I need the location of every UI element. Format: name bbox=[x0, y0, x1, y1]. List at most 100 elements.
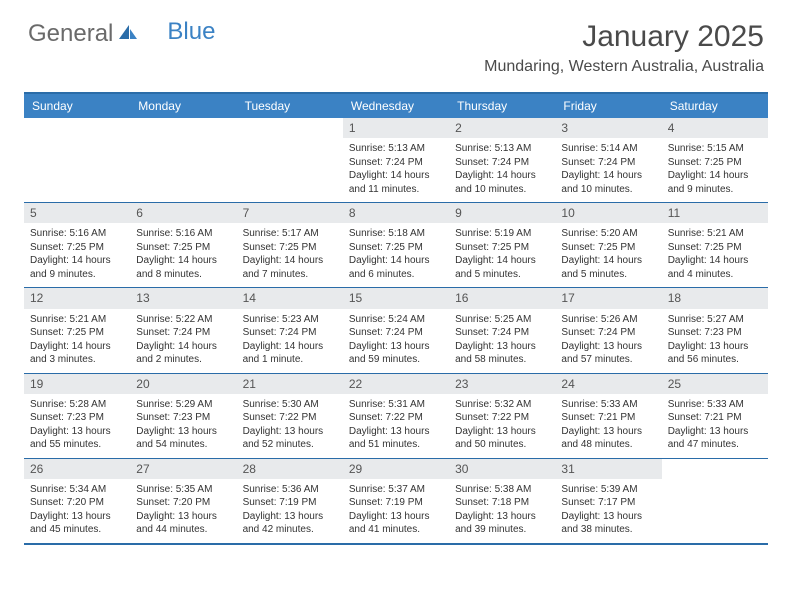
day-number: 29 bbox=[343, 459, 449, 479]
daylight-text: Daylight: 14 hours bbox=[136, 254, 230, 268]
daylight-text: Daylight: 13 hours bbox=[349, 510, 443, 524]
day-cell: 14Sunrise: 5:23 AMSunset: 7:24 PMDayligh… bbox=[237, 288, 343, 372]
day-content: Sunrise: 5:38 AMSunset: 7:18 PMDaylight:… bbox=[449, 481, 555, 543]
sunrise-text: Sunrise: 5:29 AM bbox=[136, 398, 230, 412]
day-label-wed: Wednesday bbox=[343, 94, 449, 118]
day-number: 12 bbox=[24, 288, 130, 308]
day-content: Sunrise: 5:22 AMSunset: 7:24 PMDaylight:… bbox=[130, 311, 236, 373]
daylight-text: Daylight: 14 hours bbox=[243, 254, 337, 268]
day-cell: 11Sunrise: 5:21 AMSunset: 7:25 PMDayligh… bbox=[662, 203, 768, 287]
day-content: Sunrise: 5:35 AMSunset: 7:20 PMDaylight:… bbox=[130, 481, 236, 543]
sunrise-text: Sunrise: 5:20 AM bbox=[561, 227, 655, 241]
day-content: Sunrise: 5:19 AMSunset: 7:25 PMDaylight:… bbox=[449, 225, 555, 287]
day-number: 24 bbox=[555, 374, 661, 394]
sunrise-text: Sunrise: 5:37 AM bbox=[349, 483, 443, 497]
daylight-text: Daylight: 13 hours bbox=[30, 425, 124, 439]
sunset-text: Sunset: 7:19 PM bbox=[243, 496, 337, 510]
daylight-text: Daylight: 13 hours bbox=[561, 340, 655, 354]
day-cell: 12Sunrise: 5:21 AMSunset: 7:25 PMDayligh… bbox=[24, 288, 130, 372]
daylight-text: and 6 minutes. bbox=[349, 268, 443, 282]
daylight-text: and 9 minutes. bbox=[668, 183, 762, 197]
day-number: 22 bbox=[343, 374, 449, 394]
daylight-text: and 38 minutes. bbox=[561, 523, 655, 537]
sunrise-text: Sunrise: 5:34 AM bbox=[30, 483, 124, 497]
daylight-text: and 8 minutes. bbox=[136, 268, 230, 282]
daylight-text: Daylight: 14 hours bbox=[243, 340, 337, 354]
day-number: 7 bbox=[237, 203, 343, 223]
day-content: Sunrise: 5:16 AMSunset: 7:25 PMDaylight:… bbox=[130, 225, 236, 287]
day-cell: 9Sunrise: 5:19 AMSunset: 7:25 PMDaylight… bbox=[449, 203, 555, 287]
sunset-text: Sunset: 7:24 PM bbox=[136, 326, 230, 340]
daylight-text: Daylight: 13 hours bbox=[136, 510, 230, 524]
sunset-text: Sunset: 7:24 PM bbox=[349, 326, 443, 340]
day-number: 5 bbox=[24, 203, 130, 223]
sunset-text: Sunset: 7:25 PM bbox=[455, 241, 549, 255]
day-number: 16 bbox=[449, 288, 555, 308]
day-content: Sunrise: 5:15 AMSunset: 7:25 PMDaylight:… bbox=[662, 140, 768, 202]
daylight-text: and 2 minutes. bbox=[136, 353, 230, 367]
day-label-mon: Monday bbox=[130, 94, 236, 118]
daylight-text: Daylight: 13 hours bbox=[349, 340, 443, 354]
daylight-text: Daylight: 13 hours bbox=[668, 425, 762, 439]
day-content: Sunrise: 5:36 AMSunset: 7:19 PMDaylight:… bbox=[237, 481, 343, 543]
daylight-text: Daylight: 14 hours bbox=[455, 254, 549, 268]
sunrise-text: Sunrise: 5:31 AM bbox=[349, 398, 443, 412]
sunrise-text: Sunrise: 5:19 AM bbox=[455, 227, 549, 241]
day-number: 23 bbox=[449, 374, 555, 394]
day-cell: 29Sunrise: 5:37 AMSunset: 7:19 PMDayligh… bbox=[343, 459, 449, 543]
day-number: 6 bbox=[130, 203, 236, 223]
sunrise-text: Sunrise: 5:16 AM bbox=[30, 227, 124, 241]
logo-text-a: General bbox=[28, 20, 113, 48]
day-cell: . bbox=[130, 118, 236, 202]
header: General Blue January 2025 Mundaring, Wes… bbox=[0, 0, 792, 84]
day-cell: 2Sunrise: 5:13 AMSunset: 7:24 PMDaylight… bbox=[449, 118, 555, 202]
day-content: Sunrise: 5:37 AMSunset: 7:19 PMDaylight:… bbox=[343, 481, 449, 543]
day-content: Sunrise: 5:16 AMSunset: 7:25 PMDaylight:… bbox=[24, 225, 130, 287]
day-cell: 8Sunrise: 5:18 AMSunset: 7:25 PMDaylight… bbox=[343, 203, 449, 287]
daylight-text: and 47 minutes. bbox=[668, 438, 762, 452]
day-cell: 22Sunrise: 5:31 AMSunset: 7:22 PMDayligh… bbox=[343, 374, 449, 458]
daylight-text: Daylight: 14 hours bbox=[349, 169, 443, 183]
daylight-text: Daylight: 13 hours bbox=[561, 425, 655, 439]
daylight-text: Daylight: 14 hours bbox=[30, 254, 124, 268]
day-label-sun: Sunday bbox=[24, 94, 130, 118]
day-content: Sunrise: 5:17 AMSunset: 7:25 PMDaylight:… bbox=[237, 225, 343, 287]
daylight-text: Daylight: 14 hours bbox=[668, 254, 762, 268]
sunrise-text: Sunrise: 5:21 AM bbox=[668, 227, 762, 241]
day-cell: 18Sunrise: 5:27 AMSunset: 7:23 PMDayligh… bbox=[662, 288, 768, 372]
day-cell: 4Sunrise: 5:15 AMSunset: 7:25 PMDaylight… bbox=[662, 118, 768, 202]
day-content: Sunrise: 5:13 AMSunset: 7:24 PMDaylight:… bbox=[449, 140, 555, 202]
daylight-text: Daylight: 13 hours bbox=[243, 510, 337, 524]
sunset-text: Sunset: 7:21 PM bbox=[668, 411, 762, 425]
sunset-text: Sunset: 7:24 PM bbox=[455, 156, 549, 170]
week-row: 12Sunrise: 5:21 AMSunset: 7:25 PMDayligh… bbox=[24, 288, 768, 373]
day-cell: 3Sunrise: 5:14 AMSunset: 7:24 PMDaylight… bbox=[555, 118, 661, 202]
sunrise-text: Sunrise: 5:33 AM bbox=[668, 398, 762, 412]
daylight-text: and 57 minutes. bbox=[561, 353, 655, 367]
sunrise-text: Sunrise: 5:16 AM bbox=[136, 227, 230, 241]
sunset-text: Sunset: 7:17 PM bbox=[561, 496, 655, 510]
daylight-text: and 50 minutes. bbox=[455, 438, 549, 452]
daylight-text: and 1 minute. bbox=[243, 353, 337, 367]
day-number: 10 bbox=[555, 203, 661, 223]
day-label-thu: Thursday bbox=[449, 94, 555, 118]
day-number: 4 bbox=[662, 118, 768, 138]
sunrise-text: Sunrise: 5:26 AM bbox=[561, 313, 655, 327]
day-cell: 25Sunrise: 5:33 AMSunset: 7:21 PMDayligh… bbox=[662, 374, 768, 458]
sunrise-text: Sunrise: 5:33 AM bbox=[561, 398, 655, 412]
sunset-text: Sunset: 7:25 PM bbox=[349, 241, 443, 255]
week-row: 5Sunrise: 5:16 AMSunset: 7:25 PMDaylight… bbox=[24, 203, 768, 288]
daylight-text: Daylight: 13 hours bbox=[30, 510, 124, 524]
sunset-text: Sunset: 7:24 PM bbox=[349, 156, 443, 170]
sunrise-text: Sunrise: 5:25 AM bbox=[455, 313, 549, 327]
sunrise-text: Sunrise: 5:14 AM bbox=[561, 142, 655, 156]
sunrise-text: Sunrise: 5:32 AM bbox=[455, 398, 549, 412]
day-number: 30 bbox=[449, 459, 555, 479]
sunset-text: Sunset: 7:18 PM bbox=[455, 496, 549, 510]
day-cell: 15Sunrise: 5:24 AMSunset: 7:24 PMDayligh… bbox=[343, 288, 449, 372]
daylight-text: and 39 minutes. bbox=[455, 523, 549, 537]
day-content: Sunrise: 5:32 AMSunset: 7:22 PMDaylight:… bbox=[449, 396, 555, 458]
calendar: Sunday Monday Tuesday Wednesday Thursday… bbox=[24, 92, 768, 545]
sail-icon bbox=[117, 20, 139, 48]
sunset-text: Sunset: 7:20 PM bbox=[30, 496, 124, 510]
